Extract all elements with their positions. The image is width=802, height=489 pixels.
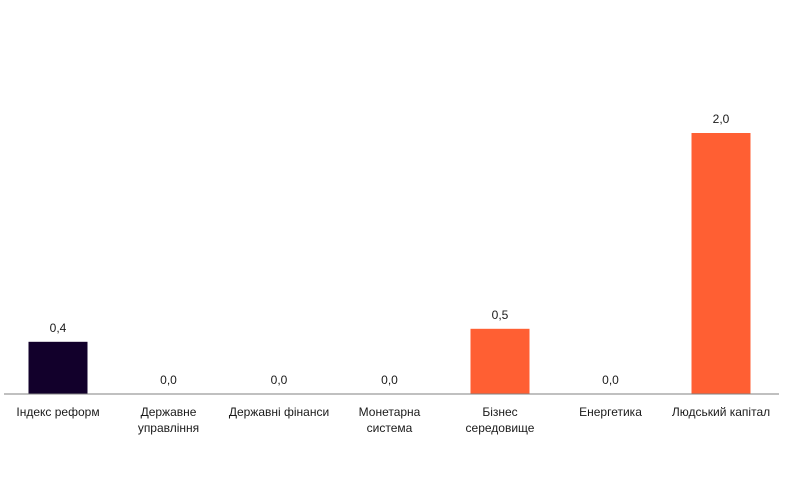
bar-4 bbox=[470, 328, 530, 395]
category-label-0: Індекс реформ bbox=[16, 405, 99, 419]
value-label-4: 0,5 bbox=[492, 308, 509, 322]
value-label-0: 0,4 bbox=[50, 321, 67, 335]
category-label-1: Державне управління bbox=[138, 405, 199, 435]
value-labels-group: 0,4 0,0 0,0 0,0 0,5 0,0 2,0 bbox=[50, 112, 730, 387]
category-label-6: Людський капітал bbox=[672, 405, 770, 419]
category-label-3: Монетарна система bbox=[359, 405, 421, 435]
category-label-4: Бізнес середовище bbox=[466, 405, 535, 435]
bar-6 bbox=[691, 133, 751, 394]
value-label-3: 0,0 bbox=[381, 373, 398, 387]
value-label-5: 0,0 bbox=[602, 373, 619, 387]
category-label-2: Державні фінанси bbox=[229, 405, 329, 419]
bar-0 bbox=[28, 341, 88, 394]
category-label-5: Енергетика bbox=[579, 405, 642, 419]
value-label-6: 2,0 bbox=[713, 112, 730, 126]
value-label-1: 0,0 bbox=[160, 373, 177, 387]
bars-group bbox=[28, 133, 751, 395]
value-label-2: 0,0 bbox=[271, 373, 288, 387]
category-labels-group: Індекс реформ Державне управління Державні … bbox=[16, 405, 770, 435]
